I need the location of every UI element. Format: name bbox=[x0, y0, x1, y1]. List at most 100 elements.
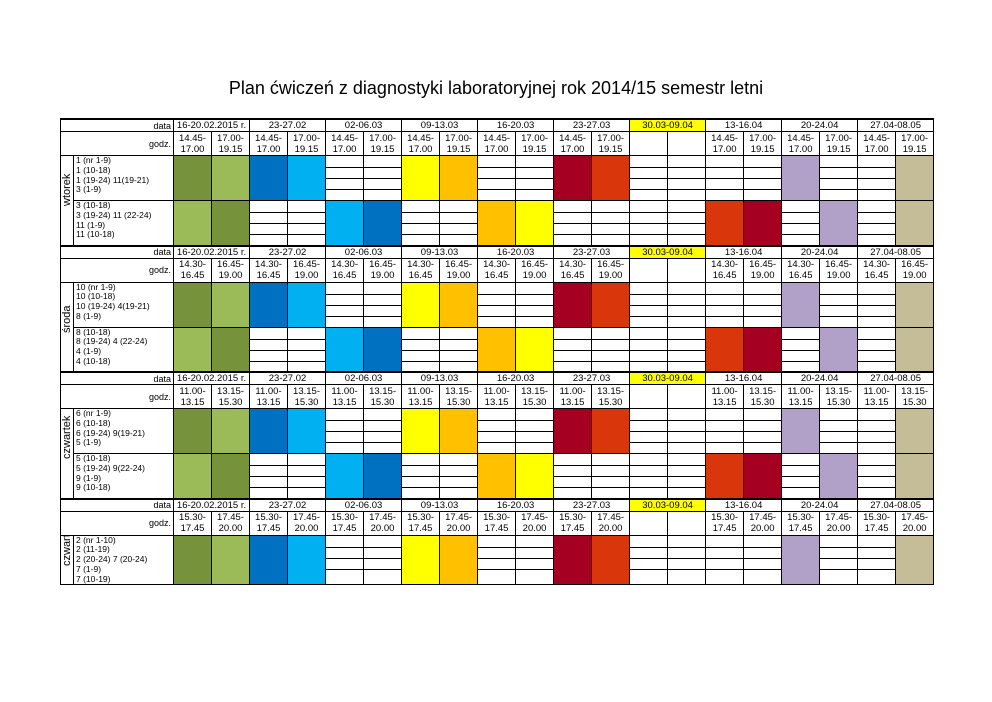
empty-slot bbox=[439, 326, 479, 373]
ruled-lines bbox=[516, 283, 553, 326]
time-slot: 14.45- 17.00 bbox=[477, 131, 517, 156]
time-start: 17.00- bbox=[293, 132, 320, 144]
ruled-lines bbox=[630, 202, 667, 245]
group-list: 2 (nr 1-10) 2 (11-19) 2 (20-24) 7 (20-24) 7… bbox=[73, 534, 174, 586]
colored-slot bbox=[591, 281, 631, 328]
ruled-lines bbox=[326, 157, 363, 200]
time-slot: 14.45- 17.00 bbox=[553, 131, 593, 156]
ruled-lines bbox=[668, 536, 705, 584]
week-date: 23-27.03 bbox=[553, 497, 631, 512]
empty-slot bbox=[629, 281, 669, 328]
colored-slot bbox=[439, 155, 479, 201]
colored-slot bbox=[705, 453, 745, 499]
time-start: 17.45- bbox=[901, 512, 929, 523]
hours-label: godz. bbox=[73, 510, 174, 536]
time-slot: 13.15- 15.30 bbox=[591, 384, 631, 409]
week-date: 23-27.03 bbox=[553, 244, 631, 259]
time-start: 15.30- bbox=[407, 512, 435, 523]
empty-slot bbox=[249, 453, 289, 499]
date-label: data bbox=[73, 371, 174, 385]
time-end: 19.00 bbox=[598, 270, 623, 281]
empty-slot bbox=[629, 155, 669, 201]
header-blank bbox=[60, 118, 74, 132]
colored-slot bbox=[363, 200, 403, 246]
empty-slot bbox=[363, 534, 403, 586]
time-slot: 16.45- 19.00 bbox=[210, 257, 251, 283]
empty-slot bbox=[629, 534, 669, 586]
time-end: 16.45 bbox=[864, 270, 889, 281]
empty-slot bbox=[401, 453, 441, 499]
empty-slot bbox=[705, 281, 745, 328]
ruled-lines bbox=[592, 455, 629, 498]
ruled-lines bbox=[516, 157, 553, 200]
colored-slot bbox=[439, 408, 479, 454]
time-end: 17.45 bbox=[484, 523, 509, 534]
empty-slot bbox=[591, 326, 631, 373]
time-end: 13.15 bbox=[560, 396, 585, 408]
week-date: 30.03-09.04 bbox=[629, 118, 707, 132]
time-start: 14.30- bbox=[711, 259, 739, 270]
group-entry: 7 (1-9) bbox=[76, 563, 102, 574]
time-slot: 11.00- 13.15 bbox=[401, 384, 441, 409]
time-start: 13.15- bbox=[749, 385, 777, 397]
colored-slot bbox=[781, 408, 821, 454]
colored-slot bbox=[173, 326, 212, 373]
time-start: 13.15- bbox=[217, 385, 244, 397]
ruled-lines bbox=[326, 283, 363, 326]
time-end: 15.30 bbox=[826, 396, 851, 408]
time-slot: 11.00- 13.15 bbox=[705, 384, 745, 409]
time-end: 19.15 bbox=[218, 143, 243, 155]
week-date: 30.03-09.04 bbox=[629, 497, 707, 512]
day-label: czwartek bbox=[60, 408, 74, 499]
time-end: 13.15 bbox=[332, 396, 357, 408]
time-slot: 15.30- 17.45 bbox=[477, 510, 517, 536]
time-slot: 15.30- 17.45 bbox=[705, 510, 745, 536]
empty-slot bbox=[325, 155, 365, 201]
group-entry: 1 (nr 1-9) bbox=[76, 155, 111, 165]
time-slot: 14.30- 16.45 bbox=[857, 257, 897, 283]
colored-slot bbox=[363, 326, 403, 373]
week-date: 16-20.03 bbox=[477, 244, 555, 259]
time-start: 14.30- bbox=[255, 259, 282, 270]
time-end: 19.00 bbox=[902, 270, 927, 281]
week-date: 30.03-09.04 bbox=[629, 244, 707, 259]
empty-slot bbox=[857, 408, 897, 454]
empty-slot bbox=[515, 408, 555, 454]
time-end: 19.15 bbox=[294, 143, 319, 155]
week-date: 02-06.03 bbox=[325, 118, 403, 132]
week-date: 27.04-08.05 bbox=[857, 371, 935, 385]
empty-slot bbox=[743, 281, 783, 328]
week-date: 23-27.02 bbox=[249, 118, 327, 132]
ruled-lines bbox=[630, 410, 667, 453]
day-label: czwartek bbox=[60, 534, 74, 586]
colored-slot bbox=[781, 534, 821, 586]
ruled-lines bbox=[668, 202, 705, 245]
empty-slot bbox=[591, 453, 631, 499]
empty-slot bbox=[401, 200, 441, 246]
colored-slot bbox=[819, 453, 859, 499]
colored-slot bbox=[439, 534, 479, 586]
time-end: 16.45 bbox=[560, 270, 585, 281]
time-slot: 17.45- 20.00 bbox=[363, 510, 403, 536]
ruled-lines bbox=[288, 328, 325, 371]
time-start: 17.00- bbox=[521, 132, 549, 144]
ruled-lines bbox=[478, 410, 515, 453]
time-slot: 14.30- 16.45 bbox=[477, 257, 517, 283]
time-slot: 11.00- 13.15 bbox=[857, 384, 897, 409]
time-end: 17.00 bbox=[484, 143, 509, 155]
time-end: 13.15 bbox=[256, 396, 281, 408]
time-start: 14.30- bbox=[407, 259, 435, 270]
week-date: 16-20.02.2015 r. bbox=[172, 244, 251, 259]
day-name: czwartek bbox=[61, 415, 73, 460]
ruled-lines bbox=[326, 536, 363, 584]
time-start: 17.45- bbox=[293, 512, 320, 523]
ruled-lines bbox=[744, 536, 781, 584]
empty-slot bbox=[629, 326, 669, 373]
time-end: 16.45 bbox=[408, 270, 433, 281]
colored-slot bbox=[895, 534, 935, 586]
empty-slot bbox=[857, 326, 897, 373]
empty-slot bbox=[439, 200, 479, 246]
time-slot: 15.30- 17.45 bbox=[553, 510, 593, 536]
colored-slot bbox=[553, 408, 593, 454]
group-entry: 6 (10-18) bbox=[76, 417, 111, 428]
